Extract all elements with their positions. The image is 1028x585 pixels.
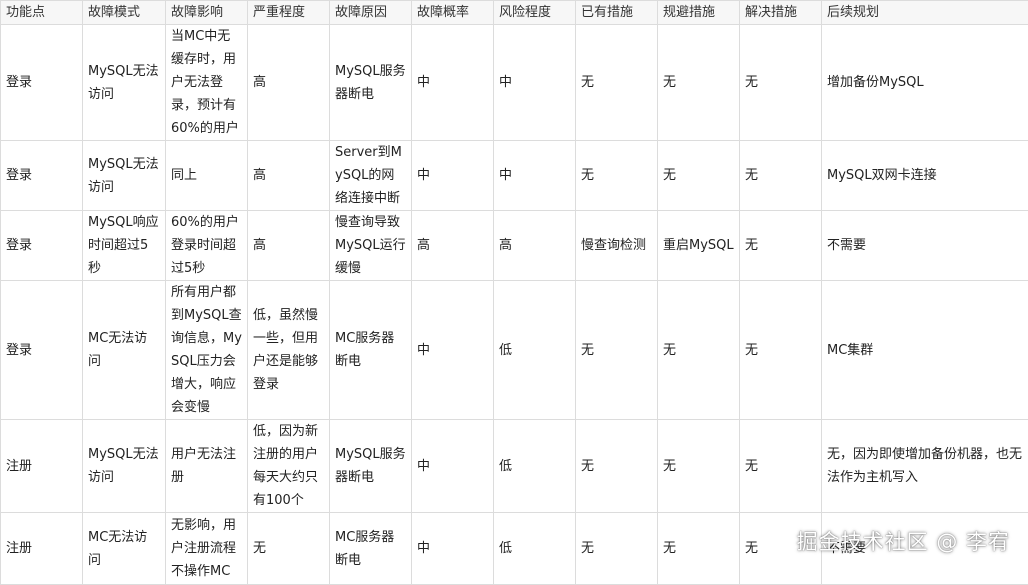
table-cell: 无 <box>740 281 822 420</box>
table-cell: MySQL服务器断电 <box>330 420 412 513</box>
table-cell: 登录 <box>1 281 83 420</box>
table-cell: 无 <box>658 281 740 420</box>
table-cell: MC无法访问 <box>83 513 166 585</box>
page: {"table": { "headers": ["功能点", "故障模式", "… <box>0 0 1028 570</box>
table-cell: 无 <box>740 141 822 211</box>
table-cell: 无 <box>576 420 658 513</box>
table-cell: 无 <box>576 281 658 420</box>
header-cell: 规避措施 <box>658 1 740 25</box>
table-cell: 登录 <box>1 141 83 211</box>
table-cell: 慢查询检测 <box>576 211 658 281</box>
table-cell: 无 <box>248 513 330 585</box>
table-cell: 高 <box>248 141 330 211</box>
header-cell: 风险程度 <box>494 1 576 25</box>
table-cell: MySQL响应时间超过5秒 <box>83 211 166 281</box>
header-cell: 故障模式 <box>83 1 166 25</box>
table-cell: 所有用户都到MySQL查询信息，MySQL压力会增大，响应会变慢 <box>166 281 248 420</box>
table-cell: 无 <box>740 211 822 281</box>
table-cell: 中 <box>412 281 494 420</box>
table-cell: 中 <box>494 141 576 211</box>
table-cell: MySQL双网卡连接 <box>822 141 1028 211</box>
table-cell: 高 <box>248 211 330 281</box>
table-cell: 无 <box>740 25 822 141</box>
table-cell: 用户无法注册 <box>166 420 248 513</box>
table-cell: 高 <box>494 211 576 281</box>
table-cell: 低 <box>494 420 576 513</box>
header-cell: 故障概率 <box>412 1 494 25</box>
table-cell: 注册 <box>1 513 83 585</box>
table-cell: 中 <box>412 141 494 211</box>
table-cell: MySQL无法访问 <box>83 25 166 141</box>
table-cell: 当MC中无缓存时，用户无法登录，预计有60%的用户 <box>166 25 248 141</box>
table-cell: 中 <box>412 513 494 585</box>
table-cell: 高 <box>412 211 494 281</box>
header-cell: 严重程度 <box>248 1 330 25</box>
table-cell: MC服务器断电 <box>330 281 412 420</box>
table-cell: 无 <box>576 513 658 585</box>
table-cell: 无影响，用户注册流程不操作MC <box>166 513 248 585</box>
table-cell: 无 <box>576 141 658 211</box>
table-cell: 不需要 <box>822 211 1028 281</box>
table-cell: 无，因为即使增加备份机器，也无法作为主机写入 <box>822 420 1028 513</box>
table-cell: 无 <box>658 513 740 585</box>
header-cell: 故障影响 <box>166 1 248 25</box>
table-cell: 无 <box>576 25 658 141</box>
table-cell: 同上 <box>166 141 248 211</box>
table-cell: MySQL服务器断电 <box>330 25 412 141</box>
table-cell: 无 <box>658 420 740 513</box>
table-cell: 慢查询导致MySQL运行缓慢 <box>330 211 412 281</box>
table-cell: 中 <box>494 25 576 141</box>
table-cell: MC无法访问 <box>83 281 166 420</box>
header-cell: 后续规划 <box>822 1 1028 25</box>
header-cell: 功能点 <box>1 1 83 25</box>
table-cell: MC服务器断电 <box>330 513 412 585</box>
table-cell: 60%的用户登录时间超过5秒 <box>166 211 248 281</box>
table-cell: 中 <box>412 25 494 141</box>
table-cell: 登录 <box>1 211 83 281</box>
table-cell: MC集群 <box>822 281 1028 420</box>
table-cell: 低 <box>494 281 576 420</box>
table-cell: 无 <box>658 141 740 211</box>
header-cell: 故障原因 <box>330 1 412 25</box>
header-cell: 已有措施 <box>576 1 658 25</box>
table-cell: 高 <box>248 25 330 141</box>
table-cell: 增加备份MySQL <box>822 25 1028 141</box>
table-cell: 登录 <box>1 25 83 141</box>
table-cell: 无 <box>740 420 822 513</box>
watermark: 掘金技术社区 @ 李宥 <box>797 526 1010 556</box>
table-cell: Server到MySQL的网络连接中断 <box>330 141 412 211</box>
table-cell: MySQL无法访问 <box>83 141 166 211</box>
header-cell: 解决措施 <box>740 1 822 25</box>
table-cell: 低，虽然慢一些，但用户还是能够登录 <box>248 281 330 420</box>
table-cell: 低，因为新注册的用户每天大约只有100个 <box>248 420 330 513</box>
table-cell: 无 <box>658 25 740 141</box>
table-cell: 注册 <box>1 420 83 513</box>
header-row: 功能点故障模式故障影响严重程度故障原因故障概率风险程度已有措施规避措施解决措施后… <box>1 1 1028 25</box>
table-cell: 重启MySQL <box>658 211 740 281</box>
table-cell: 低 <box>494 513 576 585</box>
table-cell: MySQL无法访问 <box>83 420 166 513</box>
table-cell: 中 <box>412 420 494 513</box>
